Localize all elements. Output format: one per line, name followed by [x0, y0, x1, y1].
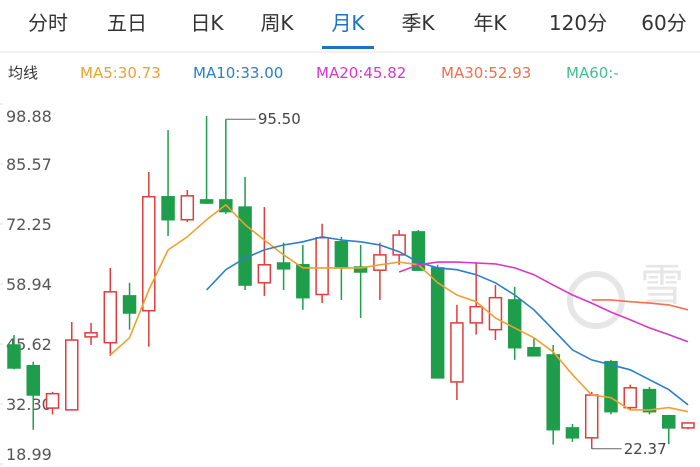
candle-body — [584, 394, 599, 439]
tab[interactable]: 五日 — [107, 11, 147, 35]
ma-legend: MA5:30.73 — [80, 64, 161, 82]
candle-body — [103, 291, 118, 344]
candle-body — [257, 264, 272, 284]
ma-line — [591, 299, 689, 311]
y-tick-label: 58.94 — [6, 275, 52, 294]
candle-body — [450, 322, 464, 383]
candle-body — [65, 339, 79, 411]
candle-body — [681, 422, 695, 429]
candle-body — [623, 387, 637, 409]
y-tick-label: 32.30 — [6, 395, 52, 414]
candle-body — [661, 414, 676, 429]
candle-body — [604, 360, 618, 413]
candle-body — [7, 344, 21, 369]
ma-legend: MA10:33.00 — [193, 64, 283, 82]
tab[interactable]: 120分 — [549, 11, 607, 35]
candle-body — [84, 332, 98, 338]
y-tick-label: 18.99 — [6, 445, 52, 464]
candle-body — [353, 266, 368, 273]
candle-body — [315, 236, 329, 296]
ma-line — [206, 235, 689, 406]
ma-title: 均线 — [8, 64, 38, 82]
candle-body — [469, 305, 483, 324]
y-tick-label: 85.57 — [6, 155, 52, 174]
tab[interactable]: 60分 — [641, 11, 686, 35]
tab[interactable]: 周K — [260, 11, 294, 35]
candle-body — [45, 392, 60, 409]
ma-line — [398, 261, 689, 343]
tab-underline — [322, 46, 374, 49]
ma-legend: MA30:52.93 — [441, 64, 531, 82]
y-tick-label: 98.88 — [6, 107, 52, 126]
y-tick-label: 72.25 — [6, 215, 52, 234]
tab[interactable]: 分时 — [28, 11, 68, 35]
candle-body — [507, 299, 522, 349]
candle-body — [296, 264, 310, 299]
tab[interactable]: 日K — [190, 11, 224, 35]
candle-body — [527, 346, 541, 357]
candle-body — [26, 364, 41, 396]
candle-body — [142, 195, 156, 312]
candle-body — [334, 241, 349, 269]
ma-legend: MA20:45.82 — [316, 64, 406, 82]
ma-legend: MA60:- — [566, 64, 619, 82]
candle-body — [642, 388, 657, 413]
candle-body — [161, 195, 175, 221]
candle-body — [430, 267, 445, 379]
ma-line — [109, 203, 689, 413]
annotation-label: 95.50 — [258, 110, 301, 128]
tab[interactable]: 季K — [401, 11, 435, 35]
candle-body — [276, 262, 291, 270]
candle-body — [373, 254, 387, 271]
tab[interactable]: 年K — [473, 11, 507, 35]
candle-body — [238, 206, 252, 286]
candle-body — [199, 199, 214, 204]
candle-body — [546, 354, 560, 431]
candle-body — [565, 427, 580, 439]
annotation-label: 22.37 — [624, 440, 667, 458]
candle-body — [180, 195, 195, 221]
watermark-logo — [567, 271, 625, 329]
candle-body — [122, 295, 137, 314]
tab[interactable]: 月K — [331, 11, 365, 35]
